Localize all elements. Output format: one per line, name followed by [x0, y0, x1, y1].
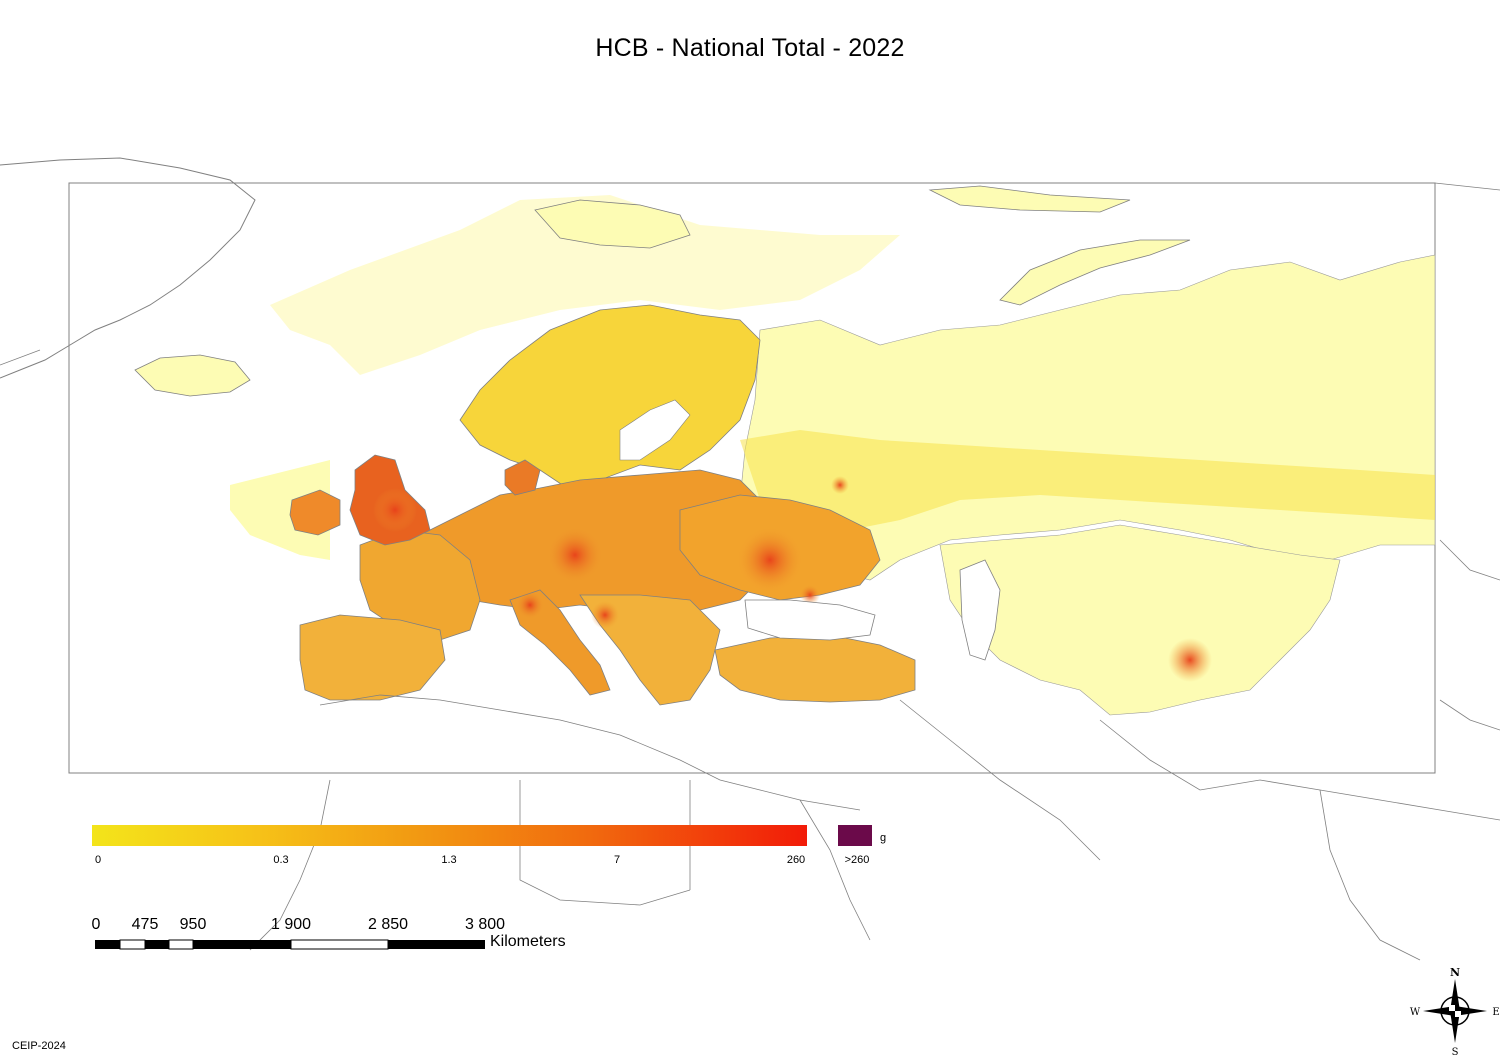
scale-unit: Kilometers	[490, 933, 566, 950]
hotspot-ukraine	[738, 528, 802, 592]
compass-s: S	[1452, 1047, 1459, 1057]
legend-overflow-swatch	[838, 825, 872, 846]
compass-e: E	[1492, 1007, 1499, 1018]
hotspot-britain	[373, 488, 417, 532]
legend-tick-label: 1.3	[441, 854, 457, 866]
scale-label: 3 800	[464, 916, 506, 933]
greenland-outline	[0, 157, 256, 379]
scale-label: 1 900	[270, 916, 312, 933]
compass-w: W	[1410, 1007, 1421, 1018]
franz-josef-land	[928, 185, 1131, 213]
denmark	[504, 459, 541, 496]
scale-label: 0	[91, 916, 101, 933]
svalbard	[534, 199, 691, 249]
iceland	[134, 354, 251, 397]
russia-emission-band	[740, 430, 1435, 530]
legend-tick-label: 7	[613, 854, 621, 866]
ireland	[289, 489, 341, 536]
black-sea	[744, 599, 876, 641]
baltic-sea	[619, 399, 691, 461]
map-title: HCB - National Total - 2022	[595, 34, 905, 62]
legend-unit: g	[880, 832, 887, 844]
legend-tick-label: 0	[94, 854, 102, 866]
arctic-ship-tracks	[270, 195, 900, 375]
hotspot-po-valley	[516, 591, 544, 619]
hotspot-bosnia	[591, 601, 619, 629]
compass-rose-icon: N S W E	[1410, 966, 1500, 1057]
turkey	[714, 634, 916, 703]
atlantic-haze	[230, 460, 330, 560]
central-asia-region	[939, 524, 1341, 716]
legend-tick-label: 260	[786, 854, 806, 866]
scale-label: 475	[131, 916, 159, 933]
credit-label: CEIP-2024	[12, 1040, 66, 1052]
caspian-sea	[959, 559, 1001, 661]
legend-tick-label: 0.3	[273, 854, 289, 866]
scale-label: 950	[179, 916, 207, 933]
outside-domain-outlines	[0, 182, 1500, 961]
hotspot-moscow	[831, 476, 849, 494]
hotspot-czechia	[547, 527, 603, 583]
novaya-zemlya	[999, 239, 1191, 306]
scale-bar	[95, 939, 485, 950]
compass-n: N	[1450, 966, 1460, 979]
hotspot-crimea	[800, 585, 820, 605]
france	[359, 529, 481, 641]
scale-label: 2 850	[367, 916, 409, 933]
legend-colorbar	[92, 825, 807, 846]
iberia	[299, 614, 446, 701]
hotspot-central-asia	[1168, 638, 1212, 682]
scandinavia	[459, 304, 761, 491]
legend-overflow-label: >260	[844, 854, 870, 866]
